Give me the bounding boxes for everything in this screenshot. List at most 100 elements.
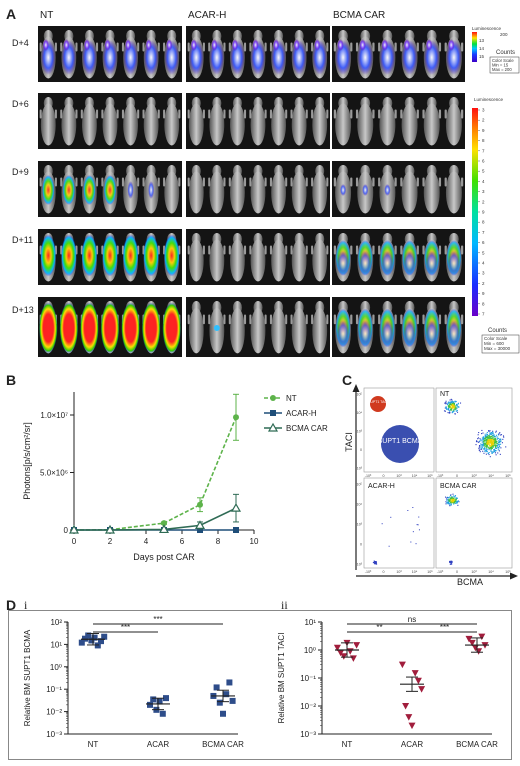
flow-event xyxy=(453,410,455,412)
mouse-image xyxy=(208,233,226,282)
flow-event xyxy=(484,450,486,452)
data-point xyxy=(346,648,354,655)
flow-event xyxy=(495,436,497,438)
flow-event xyxy=(494,449,496,451)
flow-event xyxy=(486,442,488,444)
flow-event xyxy=(482,432,484,434)
flow-event xyxy=(493,445,495,447)
flow-event xyxy=(448,497,450,499)
flow-event xyxy=(490,444,492,446)
flow-event xyxy=(494,436,496,438)
mouse-image xyxy=(378,97,397,146)
mouse-image xyxy=(39,165,57,214)
y-tick-label: 10⁻² xyxy=(300,702,316,711)
flow-event xyxy=(450,500,452,502)
flow-event xyxy=(450,504,452,506)
flow-event xyxy=(451,501,453,503)
flow-event xyxy=(484,443,486,445)
mouse-image xyxy=(60,30,78,79)
flow-event xyxy=(486,446,488,448)
flow-event xyxy=(445,503,447,505)
series-line-0 xyxy=(73,416,237,531)
flow-event xyxy=(454,407,456,409)
flow-event xyxy=(457,403,459,405)
flow-event xyxy=(484,446,486,448)
flow-event xyxy=(489,445,491,447)
flow-event xyxy=(376,563,378,565)
flow-event xyxy=(452,409,454,411)
flow-event xyxy=(490,447,492,449)
mouse-image xyxy=(163,233,181,282)
flow-event xyxy=(446,502,449,504)
data-point xyxy=(398,661,406,669)
flow-event xyxy=(493,440,495,442)
flow-event xyxy=(481,433,483,435)
scale-bottom-box xyxy=(481,334,520,354)
mouse-image xyxy=(355,301,375,354)
x-tick-label: 0 xyxy=(72,537,77,546)
data-point xyxy=(150,696,157,703)
scale-bottom-tick: 8 xyxy=(482,138,485,143)
flow-event xyxy=(455,400,457,403)
flow-event xyxy=(483,452,485,454)
scale-bottom-min: Min = 600 xyxy=(484,341,504,346)
flow-event xyxy=(483,448,485,450)
flow-event xyxy=(488,439,490,441)
flow-event xyxy=(449,402,452,404)
flow-event xyxy=(493,438,495,440)
mouse-image xyxy=(290,165,308,214)
flow-event xyxy=(490,442,492,444)
flow-event xyxy=(381,523,383,525)
flow-event xyxy=(487,441,490,443)
day-label-4: D+4 xyxy=(12,38,29,48)
scale-top-max-tick: 200 xyxy=(500,32,508,37)
flow-event xyxy=(450,496,452,498)
bli-image-tile xyxy=(332,229,465,285)
mouse-image xyxy=(101,165,119,214)
flow-event xyxy=(482,437,484,439)
y-tick-label: 10⁰ xyxy=(50,663,62,672)
mouse-image xyxy=(228,233,247,282)
flow-event xyxy=(497,443,499,445)
flow-event xyxy=(446,407,448,410)
mouse-image xyxy=(39,301,58,354)
mouse-image xyxy=(290,301,308,354)
flow-event xyxy=(482,441,484,443)
flow-event xyxy=(450,562,452,564)
data-point xyxy=(408,722,416,730)
flow-event xyxy=(485,447,488,449)
bcma-car-plot-label: BCMA CAR xyxy=(440,483,477,490)
flow-event xyxy=(449,561,451,564)
flow-event xyxy=(494,439,496,441)
data-point xyxy=(337,649,345,657)
flow-event xyxy=(453,401,455,403)
data-point xyxy=(88,637,95,644)
flow-event xyxy=(450,497,452,499)
mouse-image xyxy=(187,165,205,214)
flow-event xyxy=(484,435,486,437)
data-point xyxy=(226,679,233,686)
flow-event xyxy=(412,507,414,509)
flow-event xyxy=(454,408,456,410)
flow-event xyxy=(487,443,489,445)
flow-event xyxy=(445,402,447,404)
flow-event xyxy=(480,446,482,448)
flow-event xyxy=(484,437,486,439)
flow-event xyxy=(492,445,494,447)
scale-bottom-tick: 9 xyxy=(482,128,485,133)
flow-event xyxy=(492,443,494,445)
mouse-image xyxy=(142,97,160,146)
scale-top-tick-14: 14 xyxy=(479,46,485,51)
flow-event xyxy=(489,432,491,434)
flow-event xyxy=(485,438,487,440)
flow-event xyxy=(448,412,450,414)
mouse-image xyxy=(163,165,181,214)
flow-event xyxy=(458,406,460,408)
flow-event xyxy=(496,447,498,449)
flow-event xyxy=(453,405,455,407)
flow-event xyxy=(449,403,451,405)
flow-event xyxy=(388,545,390,547)
data-point xyxy=(349,655,357,662)
flow-event xyxy=(452,401,454,404)
mouse-image xyxy=(444,30,464,79)
